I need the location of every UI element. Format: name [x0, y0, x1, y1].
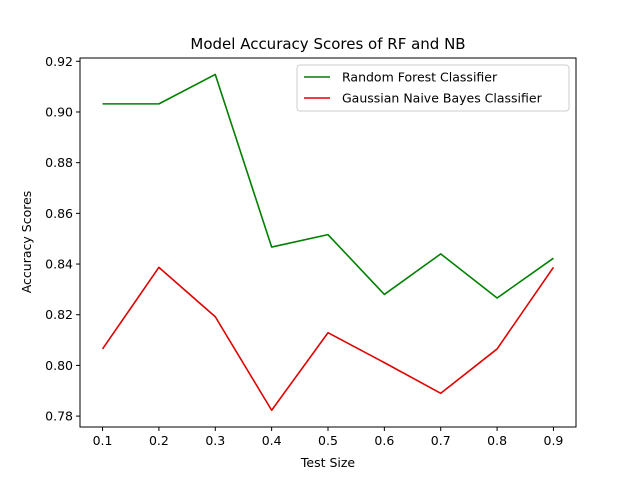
x-tick-label: 0.4 — [262, 433, 282, 448]
y-axis-label: Accuracy Scores — [19, 191, 34, 294]
y-tick-label: 0.84 — [45, 257, 73, 272]
legend-label-0: Random Forest Classifier — [342, 70, 498, 85]
x-axis: 0.1 0.2 0.3 0.4 0.5 0.6 0.7 0.8 0.9 — [93, 427, 564, 448]
chart-title: Model Accuracy Scores of RF and NB — [190, 35, 465, 53]
x-tick-label: 0.9 — [544, 433, 564, 448]
y-tick-label: 0.88 — [45, 155, 73, 170]
y-tick-label: 0.90 — [45, 104, 73, 119]
legend-label-1: Gaussian Naive Bayes Classifier — [342, 91, 543, 106]
plot-area — [101, 73, 555, 412]
legend-box — [296, 64, 570, 112]
x-tick-label: 0.5 — [318, 433, 338, 448]
y-tick-label: 0.86 — [45, 206, 73, 221]
y-tick-label: 0.78 — [45, 409, 73, 424]
x-tick-label: 0.3 — [205, 433, 225, 448]
x-tick-label: 0.2 — [149, 433, 169, 448]
series-line-1 — [101, 266, 555, 412]
y-tick-label: 0.92 — [45, 54, 73, 69]
x-axis-label: Test Size — [300, 455, 356, 470]
x-tick-label: 0.8 — [487, 433, 507, 448]
x-tick-label: 0.7 — [431, 433, 451, 448]
plot-frame — [79, 57, 577, 428]
legend: Random Forest Classifier Gaussian Naive B… — [296, 64, 570, 112]
series-line-0 — [102, 73, 554, 299]
y-axis: 0.78 0.80 0.82 0.84 0.86 0.88 0.90 0.92 — [45, 54, 80, 424]
x-tick-label: 0.1 — [93, 433, 113, 448]
y-tick-label: 0.82 — [45, 307, 73, 322]
x-tick-label: 0.6 — [374, 433, 394, 448]
y-tick-label: 0.80 — [45, 358, 73, 373]
